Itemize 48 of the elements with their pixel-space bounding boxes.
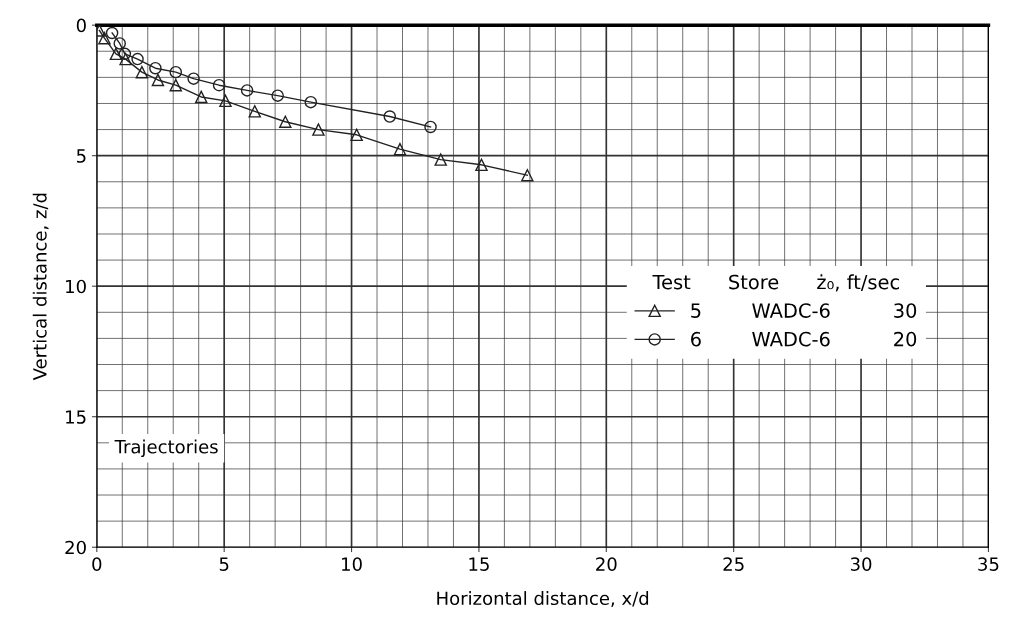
point: [131, 52, 144, 66]
x-tick-label: 10: [342, 557, 362, 571]
point: [219, 94, 232, 108]
annotation: Trajectories: [114, 439, 218, 458]
point: [393, 142, 407, 156]
point: [304, 95, 318, 109]
point: [240, 84, 254, 97]
point: [109, 47, 123, 61]
point: [434, 153, 447, 166]
point: [118, 47, 132, 61]
point: [187, 72, 200, 85]
point: [521, 169, 534, 182]
point: [475, 158, 488, 172]
x-tick-label: 25: [723, 557, 744, 571]
y-tick-label: 0: [76, 18, 86, 33]
point: [113, 37, 126, 50]
x-tick-label: 30: [850, 557, 872, 571]
x-axis-title: Horizontal distance, x/d: [437, 591, 649, 607]
y-tick-label: 15: [66, 410, 86, 424]
point: [424, 120, 437, 134]
point: [279, 115, 292, 128]
y-tick-label: 5: [76, 149, 86, 163]
point: [350, 128, 363, 142]
point: [98, 31, 111, 45]
legend-label: 5 WADC-6 30: [691, 303, 917, 318]
point: [212, 78, 226, 92]
y-tick-label: 20: [65, 540, 86, 555]
point: [169, 65, 183, 79]
legend-title: Test Store ż₀, ft/sec: [652, 274, 899, 292]
point: [169, 78, 183, 92]
x-tick-label: 0: [92, 557, 102, 571]
point: [135, 65, 149, 79]
point: [248, 105, 262, 118]
point: [195, 90, 208, 104]
y-axis-title: Vertical distance, z/d: [32, 193, 49, 381]
y-tick-label: 10: [66, 279, 86, 294]
point: [383, 110, 397, 123]
point: [149, 61, 162, 75]
point: [271, 89, 284, 102]
point: [151, 73, 165, 87]
point: [119, 52, 132, 66]
point: [105, 26, 119, 40]
legend-label: 6 WADC-6 20: [691, 331, 917, 347]
x-tick-label: 5: [219, 557, 229, 571]
x-tick-label: 15: [469, 557, 489, 571]
point: [312, 123, 325, 136]
x-tick-label: 20: [596, 557, 617, 571]
x-tick-label: 35: [978, 557, 999, 571]
